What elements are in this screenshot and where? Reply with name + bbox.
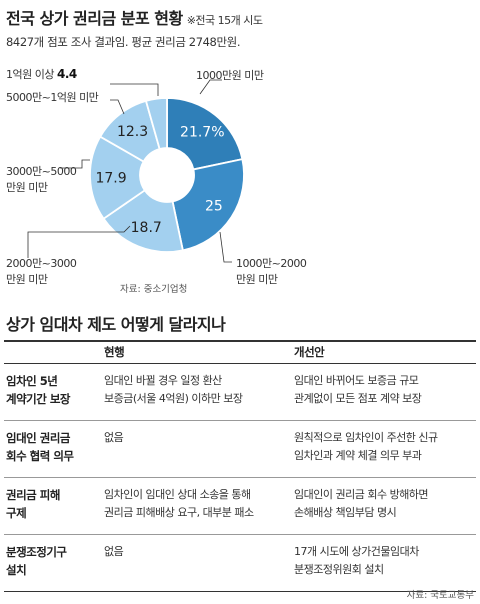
current-cell: 없음 [102, 420, 292, 478]
improved-line: 원칙적으로 임차인이 주선한 신규 [294, 430, 438, 444]
label-2000-3000-line2: 만원 미만 [6, 273, 48, 286]
chart-slices [89, 97, 245, 253]
leader-line-1000-2000 [219, 231, 232, 263]
row-heading-line: 임차인 5년 [6, 373, 58, 388]
slice-value-4: 12.3 [117, 124, 148, 140]
chart-source: 자료: 중소기업청 [120, 284, 188, 295]
row-heading-line: 계약기간 보장 [6, 391, 70, 406]
current-line: 임차인이 임대인 상대 소송을 통해 [104, 487, 251, 501]
slice-value-2: 18.7 [131, 220, 162, 236]
label-over-1eok: 1억원 이상 4.4 [6, 66, 77, 83]
current-cell: 없음 [102, 534, 292, 592]
leader-line-1eok [110, 83, 159, 96]
column-header-improved: 개선안 [292, 340, 476, 364]
row-heading-line: 구제 [6, 505, 27, 520]
current-line: 없음 [104, 430, 124, 444]
leader-line-5000-1eok [110, 99, 125, 115]
improved-line: 임대인 바뀌어도 보증금 규모 [294, 373, 419, 387]
leader-line-3000-5000 [60, 159, 90, 169]
slice-value-0: 21.7% [180, 125, 224, 141]
slice-value-3: 17.9 [95, 170, 126, 186]
label-1000-2000-line1: 1000만~2000 [236, 257, 307, 270]
page-title: 전국 상가 권리금 분포 현황 ※전국 15개 시도 [6, 5, 263, 29]
improved-line: 임대인이 권리금 회수 방해하면 [294, 487, 429, 501]
table-header-row: 현행 개선안 [4, 340, 476, 364]
improved-line: 17개 시도에 상가건물임대차 [294, 544, 419, 558]
label-3000-5000: 3000만~5000 만원 미만 [6, 164, 77, 196]
label-2000-3000: 2000만~3000 만원 미만 [6, 256, 77, 288]
row-heading-line: 회수 협력 의무 [6, 448, 74, 463]
label-2000-3000-line1: 2000만~3000 [6, 257, 77, 270]
improved-line: 관계없이 모든 점포 계약 보장 [294, 391, 422, 405]
current-line: 권리금 피해배상 요구, 대부분 패소 [104, 505, 254, 519]
row-heading-line: 임대인 권리금 [6, 430, 70, 445]
leader-lines [27, 79, 232, 263]
label-under-1000: 1000만원 미만 [196, 69, 264, 82]
row-heading-line: 권리금 피해 [6, 487, 60, 502]
leader-line-2000-3000 [27, 225, 131, 258]
improved-line: 분쟁조정위원회 설치 [294, 562, 384, 576]
current-line: 임대인 바뀔 경우 일정 환산 [104, 373, 222, 387]
slice-value-1: 25 [205, 199, 223, 215]
slice-values: 21.7% 25 18.7 17.9 12.3 [95, 124, 224, 236]
label-3000-5000-line2: 만원 미만 [6, 181, 48, 194]
row-heading-line: 분쟁조정기구 [6, 544, 67, 559]
label-1000-2000-line2: 만원 미만 [236, 273, 278, 286]
current-line: 보증금(서울 4억원) 이하만 보장 [104, 391, 243, 405]
column-header-current: 현행 [102, 340, 292, 364]
improved-line: 손해배상 책임부담 명시 [294, 505, 397, 519]
slice-5 [144, 97, 168, 151]
donut-chart: 21.7% 25 18.7 17.9 12.3 [27, 79, 245, 263]
slice-1 [171, 158, 245, 252]
slice-0 [166, 97, 244, 171]
label-1000-2000: 1000만~2000 만원 미만 [236, 256, 307, 288]
label-5000-1eok: 5000만~1억원 미만 [6, 91, 99, 104]
column-header-blank [4, 340, 102, 364]
leader-line-1000 [199, 79, 222, 95]
improved-line: 임차인과 계약 체결 의무 부과 [294, 448, 422, 462]
label-over-1eok-value: 4.4 [56, 67, 77, 81]
title-note: ※전국 15개 시도 [186, 14, 263, 27]
label-over-1eok-text: 1억원 이상 [6, 68, 54, 81]
current-line: 없음 [104, 544, 124, 558]
label-3000-5000-line1: 3000만~5000 [6, 165, 77, 178]
page-subtitle: 8427개 점포 조사 결과임. 평균 권리금 2748만원. [6, 35, 241, 49]
row-heading-line: 설치 [6, 562, 27, 577]
section-title: 상가 임대차 제도 어떻게 달라지나 [6, 315, 226, 334]
table-source: 자료: 국토교통부 [406, 590, 474, 601]
title-text: 전국 상가 권리금 분포 현황 [6, 9, 183, 28]
